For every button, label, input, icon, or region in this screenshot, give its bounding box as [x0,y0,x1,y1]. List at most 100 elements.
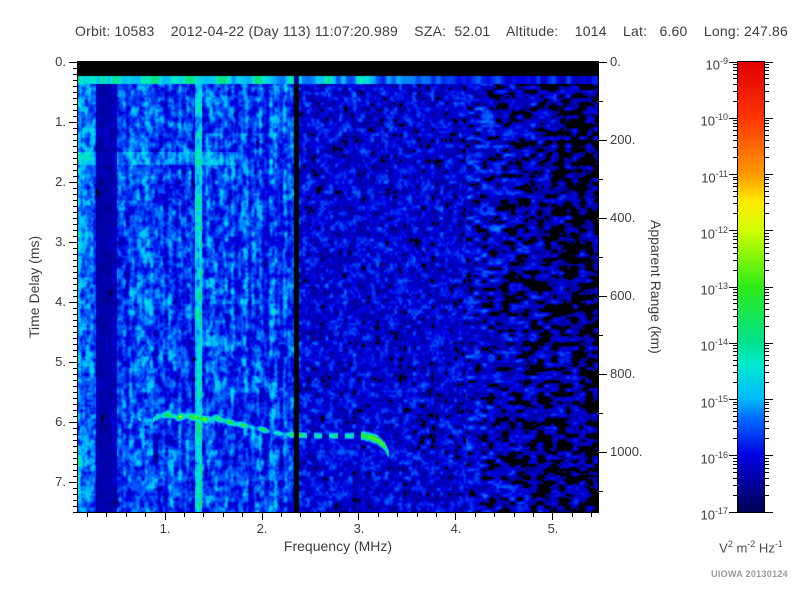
y-minor-tick [73,157,77,159]
x-tick [164,513,166,520]
colorbar-minor-tick [733,484,737,486]
y-minor-tick [73,403,77,405]
colorbar-minor-tick [765,372,769,374]
y2-tick [599,217,607,219]
colorbar-minor-tick [765,64,769,66]
colorbar-exponent: -11 [715,168,728,179]
colorbar-minor-tick [733,382,737,384]
colorbar-minor-tick [765,83,769,85]
colorbar-minor-tick [733,457,737,459]
colorbar-tick [729,399,737,400]
colorbar-minor-tick [765,203,769,205]
x-tick-label: 1. [159,521,171,536]
colorbar-tick [765,511,773,513]
colorbar-minor-tick [733,298,737,300]
colorbar-minor-tick [765,407,769,409]
colorbar-minor-tick [765,351,769,353]
colorbar-minor-tick [733,291,737,293]
y-tick-label: 2. [55,174,66,189]
y-minor-tick [73,451,77,453]
colorbar-minor-tick [765,123,769,125]
colorbar-minor-tick [733,213,737,215]
y-minor-tick [73,409,77,411]
colorbar-tick [765,286,773,288]
y-minor-tick [73,373,77,375]
colorbar-minor-tick [733,134,737,136]
colorbar-tick [765,455,773,457]
colorbar-minor-tick [765,477,769,479]
y-minor-tick [73,145,77,147]
colorbar-minor-tick [733,407,737,409]
y-tick [69,421,77,423]
x-minor-tick [377,513,379,517]
x-tick-label: 4. [450,521,462,536]
colorbar-exponent: -13 [714,281,728,291]
colorbar-tick [729,511,737,513]
colorbar-minor-tick [765,196,769,198]
x-minor-tick [106,513,108,517]
colorbar-minor-tick [765,259,769,261]
colorbar-tick [765,230,773,232]
colorbar-minor-tick [733,428,737,430]
colorbar-exponent: -16 [714,449,728,460]
colorbar-tick [729,342,737,344]
x-minor-tick [339,513,341,517]
colorbar-tick-label: 10-17 [700,506,728,523]
colorbar-tick-label: 10-14 [700,337,728,354]
y-tick-label: 4. [55,294,66,309]
colorbar-minor-tick [733,73,737,75]
y-tick [69,361,77,363]
x-minor-tick [86,513,88,517]
y-minor-tick [73,199,77,201]
colorbar-minor-tick [733,345,737,347]
colorbar-minor-tick [765,242,769,244]
colorbar-minor-tick [765,70,769,72]
colorbar-minor-tick [765,401,769,403]
x-minor-tick [183,513,185,517]
colorbar-tick [765,117,773,119]
y-minor-tick [73,115,77,117]
colorbar-tick-label: 10-9 [705,56,728,73]
colorbar-tick-label: 10-13 [700,281,728,298]
colorbar-tick [765,61,773,63]
y-tick [69,241,77,243]
colorbar-minor-tick [765,66,769,68]
y-minor-tick [73,169,77,171]
y2-tick [599,451,607,453]
unit-exponent: 2 [727,539,733,549]
colorbar-minor-tick [765,463,769,465]
colorbar-minor-tick [765,415,769,417]
y-minor-tick [73,391,77,393]
colorbar-minor-tick [733,123,737,125]
colorbar-minor-tick [733,190,737,192]
colorbar-tick [729,455,737,457]
y-minor-tick [73,79,77,81]
colorbar-minor-tick [765,235,769,237]
y-minor-tick [73,97,77,99]
colorbar-minor-tick [733,147,737,149]
colorbar-minor-tick [765,421,769,423]
y-minor-tick [73,127,77,129]
x-minor-tick [300,513,302,517]
y-tick-label: 1. [55,114,66,129]
y-tick-label: 0. [55,54,66,69]
colorbar-minor-tick [733,411,737,413]
x-minor-tick [494,513,496,517]
colorbar-minor-tick [765,467,769,469]
y2-tick [599,139,607,141]
colorbar-minor-tick [733,365,737,367]
colorbar-minor-tick [733,83,737,85]
y-minor-tick [73,385,77,387]
y2-tick-label: 400. [610,210,636,226]
y-tick-label: 5. [55,354,66,369]
colorbar-minor-tick [765,291,769,293]
colorbar-minor-tick [765,176,769,178]
y-minor-tick [73,325,77,327]
colorbar-minor-tick [765,140,769,142]
colorbar-minor-tick [765,134,769,136]
y-minor-tick [73,331,77,333]
x-minor-tick [145,513,147,517]
colorbar-minor-tick [765,157,769,159]
y-minor-tick [73,211,77,213]
